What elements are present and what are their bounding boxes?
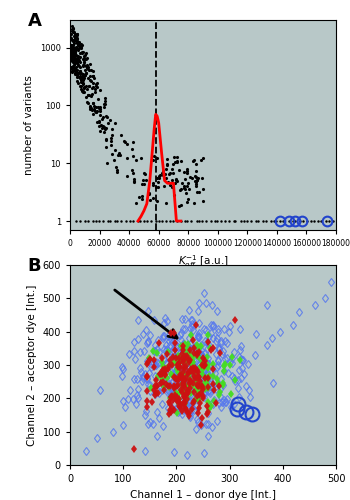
X-axis label: $K_{off}^{-1}$ [a.u.]: $K_{off}^{-1}$ [a.u.] [178, 254, 228, 270]
Text: A: A [27, 12, 41, 30]
Y-axis label: Channel 2 – acceptor dye [Int.]: Channel 2 – acceptor dye [Int.] [27, 284, 37, 446]
X-axis label: Channel 1 – donor dye [Int.]: Channel 1 – donor dye [Int.] [130, 490, 276, 500]
Text: B: B [27, 257, 41, 275]
Y-axis label: number of variants: number of variants [25, 75, 34, 175]
